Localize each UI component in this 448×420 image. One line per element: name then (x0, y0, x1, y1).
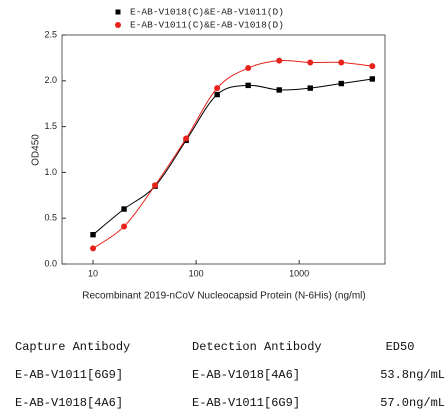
y-tick-label: 2.0 (44, 75, 57, 85)
point (245, 82, 251, 89)
point (214, 91, 220, 98)
legend-label: E-AB-V1018(C)&E-AB-V1011(D) (130, 7, 284, 18)
table-cell: E-AB-V1018[4A6] (15, 396, 123, 410)
point (276, 87, 282, 93)
x-axis-label: Recombinant 2019-nCoV Nucleocapsid Prote… (82, 291, 365, 302)
legend-marker (115, 22, 121, 28)
point (121, 206, 127, 212)
table-cell: 57.0ng/mL (380, 396, 445, 410)
point (90, 231, 96, 238)
y-tick-label: 1.5 (44, 121, 57, 131)
y-axis-label: OD450 (31, 134, 42, 166)
point (183, 135, 190, 142)
x-tick-label: 1000 (289, 268, 309, 278)
point (369, 76, 375, 82)
legend-marker (115, 9, 121, 15)
point (214, 85, 221, 92)
y-tick-label: 2.5 (44, 29, 57, 39)
table-header: Capture Antibody (15, 340, 130, 354)
fit-curve (92, 59, 373, 249)
fit-curve (92, 78, 373, 236)
table-header: ED50 (386, 340, 415, 354)
y-tick-label: 0.5 (44, 213, 57, 223)
point (121, 223, 128, 230)
x-tick-label: 10 (88, 268, 98, 278)
point (307, 59, 314, 66)
table-cell: 53.8ng/mL (380, 368, 445, 382)
x-tick-label: 100 (189, 268, 204, 278)
table-header: Detection Antibody (192, 340, 322, 354)
y-tick-label: 0.0 (44, 258, 57, 268)
point (369, 63, 376, 70)
table-cell: E-AB-V1011[6G9] (15, 368, 123, 382)
table-cell: E-AB-V1011[6G9] (192, 396, 300, 410)
point (307, 85, 313, 91)
point (338, 59, 345, 66)
point (276, 57, 283, 64)
point (245, 64, 252, 71)
table-cell: E-AB-V1018[4A6] (192, 368, 300, 382)
plot-frame (61, 34, 386, 265)
legend-label: E-AB-V1011(C)&E-AB-V1018(D) (130, 20, 284, 31)
point (90, 245, 97, 252)
point (338, 80, 344, 87)
point (152, 182, 159, 189)
y-tick-label: 1.0 (44, 167, 57, 177)
